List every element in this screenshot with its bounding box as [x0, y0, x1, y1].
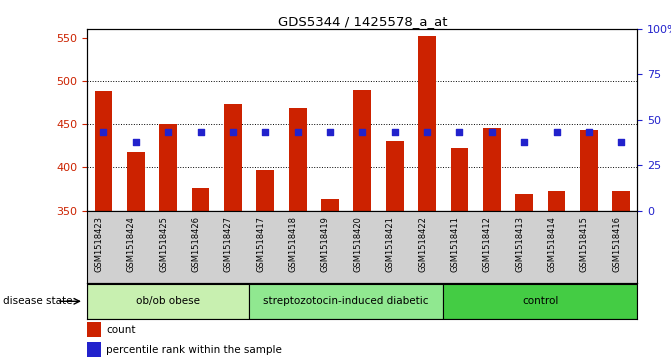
- Bar: [515, 194, 533, 211]
- Text: GSM1518421: GSM1518421: [386, 216, 395, 272]
- Text: count: count: [107, 325, 136, 335]
- Text: disease state: disease state: [3, 296, 73, 306]
- Bar: [256, 170, 274, 211]
- Point: [616, 139, 627, 144]
- Title: GDS5344 / 1425578_a_at: GDS5344 / 1425578_a_at: [278, 15, 447, 28]
- Text: GSM1518418: GSM1518418: [289, 216, 298, 272]
- Text: GSM1518427: GSM1518427: [224, 216, 233, 272]
- Text: percentile rank within the sample: percentile rank within the sample: [107, 345, 282, 355]
- Point: [584, 130, 595, 135]
- Text: GSM1518414: GSM1518414: [548, 216, 556, 272]
- Bar: [224, 104, 242, 211]
- Bar: [613, 191, 630, 211]
- Point: [227, 130, 238, 135]
- Point: [454, 130, 465, 135]
- Text: GSM1518412: GSM1518412: [483, 216, 492, 272]
- Text: GSM1518411: GSM1518411: [450, 216, 460, 272]
- Text: control: control: [522, 296, 558, 306]
- Text: GSM1518415: GSM1518415: [580, 216, 589, 272]
- Bar: [95, 91, 112, 211]
- Bar: [444, 284, 637, 319]
- Text: streptozotocin-induced diabetic: streptozotocin-induced diabetic: [264, 296, 429, 306]
- Bar: [386, 142, 403, 211]
- Point: [519, 139, 529, 144]
- Bar: [418, 36, 436, 211]
- Text: GSM1518420: GSM1518420: [354, 216, 362, 272]
- Text: GSM1518417: GSM1518417: [256, 216, 265, 272]
- Point: [325, 130, 336, 135]
- Text: ob/ob obese: ob/ob obese: [136, 296, 200, 306]
- Bar: [289, 108, 307, 211]
- Text: GSM1518424: GSM1518424: [127, 216, 136, 272]
- Text: GSM1518419: GSM1518419: [321, 216, 330, 272]
- Point: [389, 130, 400, 135]
- Point: [486, 130, 497, 135]
- Point: [130, 139, 141, 144]
- Text: GSM1518425: GSM1518425: [159, 216, 168, 272]
- Bar: [483, 129, 501, 211]
- Bar: [87, 284, 249, 319]
- Point: [421, 130, 432, 135]
- Point: [551, 130, 562, 135]
- Bar: [321, 199, 339, 211]
- Bar: [580, 130, 598, 211]
- Bar: [354, 90, 371, 211]
- Bar: [548, 191, 566, 211]
- Text: GSM1518422: GSM1518422: [418, 216, 427, 272]
- Bar: [450, 148, 468, 211]
- Bar: [192, 188, 209, 211]
- Text: GSM1518426: GSM1518426: [191, 216, 201, 272]
- Bar: [87, 322, 101, 338]
- Point: [260, 130, 270, 135]
- Bar: [159, 124, 177, 211]
- Point: [357, 130, 368, 135]
- Text: GSM1518413: GSM1518413: [515, 216, 524, 272]
- Point: [293, 130, 303, 135]
- Text: GSM1518423: GSM1518423: [95, 216, 103, 272]
- Bar: [249, 284, 444, 319]
- Point: [195, 130, 206, 135]
- Point: [163, 130, 174, 135]
- Bar: [87, 342, 101, 357]
- Bar: [127, 152, 145, 211]
- Point: [98, 130, 109, 135]
- Text: GSM1518416: GSM1518416: [612, 216, 621, 272]
